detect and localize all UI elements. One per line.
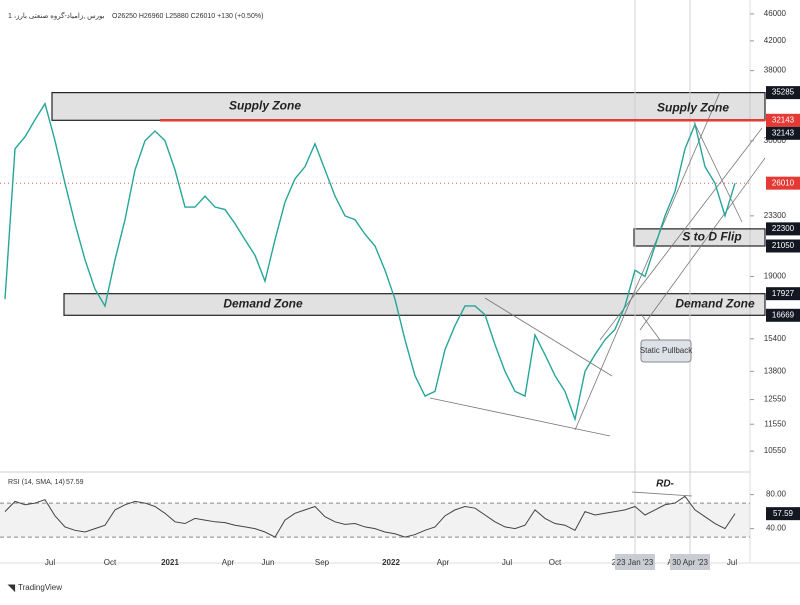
rsi-tick-label: 40.00 (766, 524, 787, 533)
trend-lines (429, 91, 766, 497)
x-tick-label: Apr (222, 558, 235, 567)
price-badge-text: 16669 (772, 310, 795, 319)
x-tick-label: Apr (437, 558, 450, 567)
zone (63, 293, 766, 316)
rsi-tick-label: 80.00 (766, 490, 787, 499)
price-badge (766, 113, 800, 127)
x-tick-label: Jul (727, 558, 737, 567)
price-badge-text: 35285 (772, 88, 795, 97)
header-ohlc: O26250 H26960 L25880 C26010 +130 (+0.50%… (112, 13, 263, 20)
x-tick-label: 30 Apr '23 (672, 558, 708, 567)
rsi-badge-text: 57.59 (773, 509, 794, 518)
callout-box (640, 339, 692, 363)
time-badge (615, 554, 655, 570)
price-badge-text: 21050 (772, 241, 795, 250)
y-tick-label: 15400 (764, 334, 787, 343)
zone-label: Demand Zone (223, 297, 303, 311)
price-badge (766, 287, 800, 301)
x-tick-label: Sep (315, 558, 330, 567)
x-tick-label: Jul (45, 558, 55, 567)
header-symbol: 1 ،بورس ,زامیاد-گروه صنعتی بارز (8, 11, 105, 20)
rsi-title: RSI (14, SMA, 14) (8, 479, 65, 486)
price-badge-text: 32143 (772, 128, 795, 137)
zone (633, 228, 766, 247)
y-tick-label: 10550 (764, 446, 787, 455)
y-tick-label: 42000 (764, 36, 787, 45)
zone-label: Supply Zone (229, 99, 301, 113)
x-tick-label: 2 (612, 558, 617, 567)
rsi-badge (766, 507, 800, 521)
zone-label: S to D Flip (682, 230, 741, 244)
y-tick-label: 38000 (764, 66, 787, 75)
y-tick-label: 13800 (764, 366, 787, 375)
price-badge-text: 26010 (772, 178, 795, 187)
x-tick-label: 2022 (382, 558, 400, 567)
price-badge (766, 222, 800, 236)
price-badge (766, 86, 800, 100)
price-badge (766, 176, 800, 190)
price-badge-text: 22300 (772, 224, 795, 233)
y-tick-label: 46000 (764, 9, 787, 18)
rsi-line (4, 495, 736, 538)
zone-label: Supply Zone (657, 101, 729, 115)
x-tick-label: 23 Jan '23 (617, 558, 654, 567)
y-tick-label: 30000 (764, 136, 787, 145)
rsi-value: 57.59 (66, 479, 84, 486)
y-tick-label: 12550 (764, 395, 787, 404)
y-tick-label: 11550 (764, 419, 786, 428)
price-badge-text: 17927 (772, 289, 795, 298)
price-badge-text: 32143 (772, 115, 795, 124)
y-tick-label: 23300 (764, 211, 787, 220)
x-tick-label: 2021 (161, 558, 179, 567)
x-tick-label: Jul (502, 558, 512, 567)
divergence-label: RD- (656, 479, 674, 490)
rsi-band (0, 503, 750, 538)
time-badge (670, 554, 710, 570)
zone-label: Demand Zone (675, 297, 755, 311)
x-tick-label: Oct (104, 558, 117, 567)
x-tick-label: Oct (549, 558, 562, 567)
price-line-series (4, 101, 736, 422)
x-tick-label: Jun (262, 558, 275, 567)
y-tick-label: 19000 (764, 272, 787, 281)
price-badge (766, 126, 800, 140)
footer-logo: TradingView (18, 583, 62, 592)
price-badge (766, 239, 800, 253)
callout-text: Static Pullback (640, 346, 693, 355)
logo-mark: ◥ (7, 582, 16, 592)
price-badge (766, 308, 800, 322)
